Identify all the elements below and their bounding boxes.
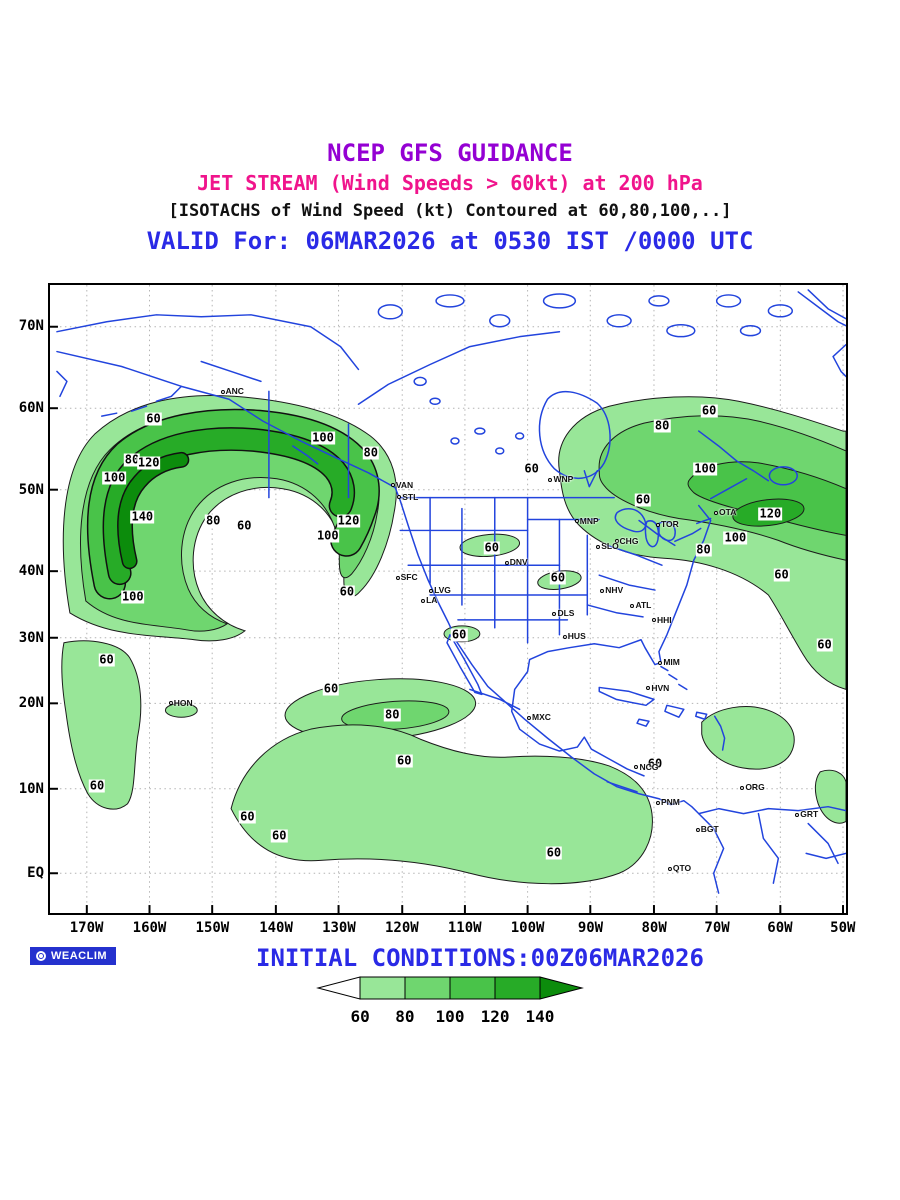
lat-tick-label: 60N <box>18 400 44 417</box>
logo-text: WEACLIM <box>51 950 108 962</box>
lon-tick-label: 140W <box>259 920 293 936</box>
map-frame: 60 100 80 80 120 100 140 80 60 120 100 100 60 60 60 60 6… <box>19 283 855 936</box>
lon-tick-label: 90W <box>577 920 604 936</box>
weaclim-logo: WEACLIM <box>30 947 117 965</box>
lat-tick-label: 40N <box>18 563 44 580</box>
map-canvas <box>50 285 846 913</box>
legend-labels: 60 80 100 120 140 <box>315 1007 585 1029</box>
legend-value: 100 <box>435 1007 465 1026</box>
lon-tick-label: 60W <box>767 920 793 936</box>
lat-tick-label: 70N <box>18 318 44 335</box>
lon-tick-label: 70W <box>704 920 730 936</box>
legend-value: 140 <box>525 1007 555 1026</box>
legend-bar <box>316 976 584 1000</box>
lat-tick-label: EQ <box>27 865 44 882</box>
lon-tick-label: 100W <box>510 920 545 936</box>
lon-tick-label: 150W <box>195 920 230 936</box>
legend-value: 120 <box>480 1007 510 1026</box>
lon-tick-label: 170W <box>69 920 104 936</box>
color-legend: 60 80 100 120 140 <box>315 976 585 1029</box>
legend-value: 80 <box>395 1007 415 1026</box>
initial-conditions: INITIAL CONDITIONS:00Z06MAR2026 <box>256 944 704 972</box>
legend-value: 60 <box>350 1007 370 1026</box>
axis-ticks <box>50 325 845 913</box>
lat-tick-label: 30N <box>18 629 44 646</box>
page-subtitle: JET STREAM (Wind Speeds > 60kt) at 200 h… <box>197 171 703 195</box>
lat-tick-label: 50N <box>18 481 44 498</box>
lon-tick-label: 160W <box>132 920 167 936</box>
header: NCEP GFS GUIDANCE JET STREAM (Wind Speed… <box>0 138 900 258</box>
contour-note: [ISOTACHS of Wind Speed (kt) Contoured a… <box>168 201 732 221</box>
logo-ring-icon <box>36 951 46 961</box>
lon-tick-label: 130W <box>322 920 356 936</box>
lon-tick-label: 80W <box>641 920 667 936</box>
lon-tick-label: 50W <box>830 920 856 936</box>
lat-tick-label: 10N <box>18 780 44 797</box>
lon-tick-label: 120W <box>384 920 419 936</box>
lon-tick-label: 110W <box>447 920 482 936</box>
lat-tick-label: 20N <box>18 695 44 712</box>
valid-time: VALID For: 06MAR2026 at 0530 IST /0000 U… <box>146 227 754 255</box>
coastlines <box>56 289 846 894</box>
page-title: NCEP GFS GUIDANCE <box>327 139 573 167</box>
